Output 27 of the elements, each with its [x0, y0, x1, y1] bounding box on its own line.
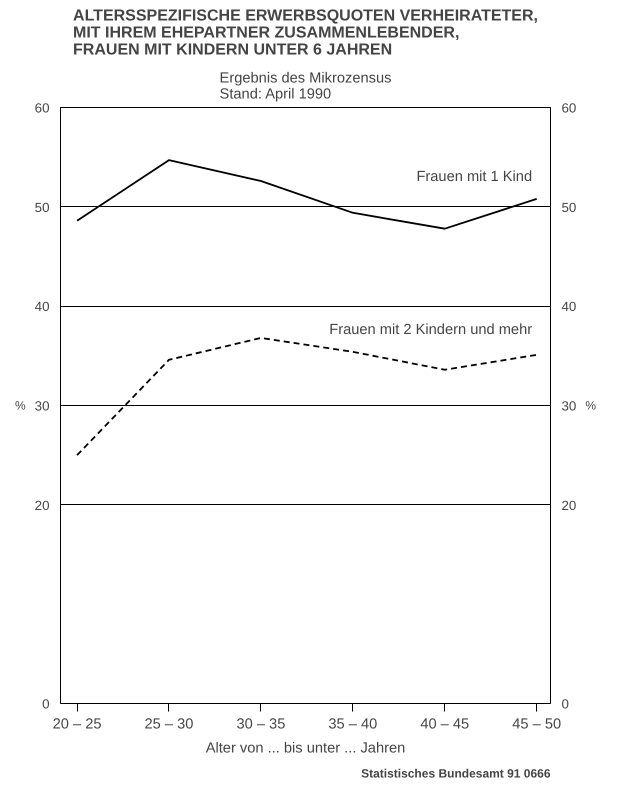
series-label: Frauen mit 2 Kindern und mehr — [329, 322, 532, 338]
y2-tick-label: 0 — [562, 696, 569, 712]
y-tick-label: 40 — [34, 299, 50, 314]
y-tick-label: 30 — [34, 398, 50, 414]
chart-subtitle: Ergebnis des Mikrozensus Stand: April 1990 — [220, 70, 392, 102]
y-tick-label: 50 — [34, 200, 50, 215]
y2-tick-label: 60 — [562, 100, 576, 116]
x-tick-label: 20 – 25 — [52, 716, 102, 732]
y2-tick-label: 40 — [562, 299, 576, 314]
y-axis-title: % — [15, 398, 26, 412]
x-tick-label: 25 – 30 — [144, 716, 194, 732]
line-series — [76, 337, 538, 456]
y2-axis-title: % — [585, 398, 596, 412]
x-axis-title: Alter von ... bis unter ... Jahren — [206, 740, 406, 756]
series-label: Frauen mit 1 Kind — [416, 168, 532, 185]
x-tick-label: 30 – 35 — [236, 716, 286, 732]
y2-tick-label: 30 — [562, 398, 576, 414]
text: Statistisches Bundesamt 91 0666 — [361, 766, 551, 780]
y-tick-label: 0 — [42, 696, 50, 712]
y2-tick-label: 20 — [562, 498, 576, 513]
y-tick-label: 20 — [34, 498, 50, 513]
y-tick-label: 60 — [34, 100, 50, 116]
y2-tick-label: 50 — [562, 200, 576, 215]
chart-title: ALTERSSPEZIFISCHE ERWERBSQUOTEN VERHEIRATETER, MIT IHREM EHEPARTNER ZUSAMMENLEBENDER, FRAUEN MIT KINDERN UNTER 6 JAHREN — [73, 8, 538, 58]
x-tick-label: 40 – 45 — [420, 716, 470, 732]
x-tick-label: 45 – 50 — [512, 716, 562, 732]
x-tick-label: 35 – 40 — [328, 716, 378, 732]
